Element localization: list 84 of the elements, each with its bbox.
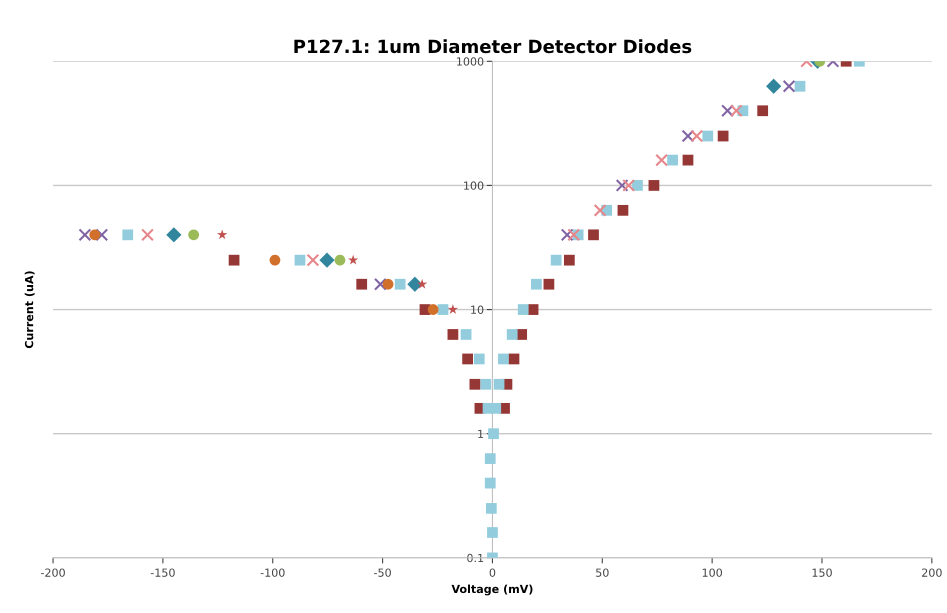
point	[188, 229, 200, 240]
point	[766, 78, 782, 94]
point	[718, 130, 729, 142]
point	[89, 229, 100, 240]
point	[484, 478, 496, 488]
point	[448, 329, 458, 340]
point	[632, 180, 643, 191]
y-tick-label: 1000	[457, 57, 484, 66]
point	[488, 428, 499, 440]
x-axis-title: Voltage (mV)	[452, 584, 532, 596]
point	[782, 80, 796, 93]
point	[417, 278, 428, 289]
point	[228, 254, 240, 266]
x-tick-label: 50	[596, 568, 609, 577]
point	[382, 278, 394, 290]
point	[702, 130, 714, 142]
point	[460, 329, 472, 340]
point	[682, 154, 694, 166]
x-tick-label: -200	[40, 568, 65, 577]
point	[469, 378, 480, 390]
point	[294, 254, 306, 266]
point	[682, 130, 694, 142]
point	[217, 229, 228, 240]
point	[486, 503, 497, 514]
point	[474, 354, 485, 364]
point	[319, 252, 335, 268]
point	[667, 154, 678, 166]
x-tick-label: 200	[922, 568, 942, 577]
point	[618, 204, 628, 216]
point	[448, 304, 458, 314]
x-tick-label: -100	[260, 568, 285, 577]
point	[141, 228, 154, 242]
point	[516, 329, 528, 340]
point	[498, 354, 509, 364]
point	[487, 527, 498, 538]
point	[270, 254, 280, 266]
x-tick-label: -150	[150, 568, 175, 577]
point	[690, 130, 704, 142]
point	[462, 354, 473, 364]
point	[166, 227, 182, 242]
point	[508, 354, 520, 364]
x-tick-label: 100	[702, 568, 722, 577]
x-tick-label: 0	[490, 568, 496, 577]
point	[567, 228, 580, 242]
point	[306, 254, 320, 267]
y-tick-label: 100	[464, 181, 484, 190]
x-tick-label: -50	[374, 568, 391, 577]
point	[528, 304, 538, 315]
point	[78, 228, 92, 242]
point	[480, 378, 492, 390]
point	[122, 229, 134, 240]
point	[622, 179, 636, 192]
point	[648, 180, 660, 191]
point	[494, 378, 504, 390]
point	[560, 228, 574, 242]
point	[616, 179, 628, 192]
point	[428, 304, 438, 315]
point	[531, 278, 542, 290]
y-tick-label: 10	[471, 306, 484, 314]
point	[484, 453, 496, 464]
point	[550, 254, 562, 266]
point	[588, 229, 599, 240]
y-tick-label: 1	[478, 430, 484, 438]
point	[356, 278, 368, 290]
y-axis-title: Current (uA)	[24, 271, 35, 348]
point	[374, 278, 387, 291]
point	[334, 254, 346, 266]
x-tick-label: 150	[812, 568, 832, 577]
point	[394, 278, 406, 290]
point	[757, 105, 768, 116]
point	[490, 402, 502, 414]
point	[655, 154, 668, 167]
point	[348, 254, 358, 265]
point	[95, 228, 108, 242]
chart-title: P127.1: 1um Diameter Detector Diodes	[294, 39, 692, 54]
point	[730, 104, 743, 118]
point	[544, 278, 554, 290]
point	[518, 304, 529, 315]
point	[594, 204, 607, 217]
point	[721, 104, 734, 118]
point	[794, 80, 806, 92]
point	[438, 304, 448, 315]
point	[506, 329, 518, 340]
point	[564, 254, 575, 266]
